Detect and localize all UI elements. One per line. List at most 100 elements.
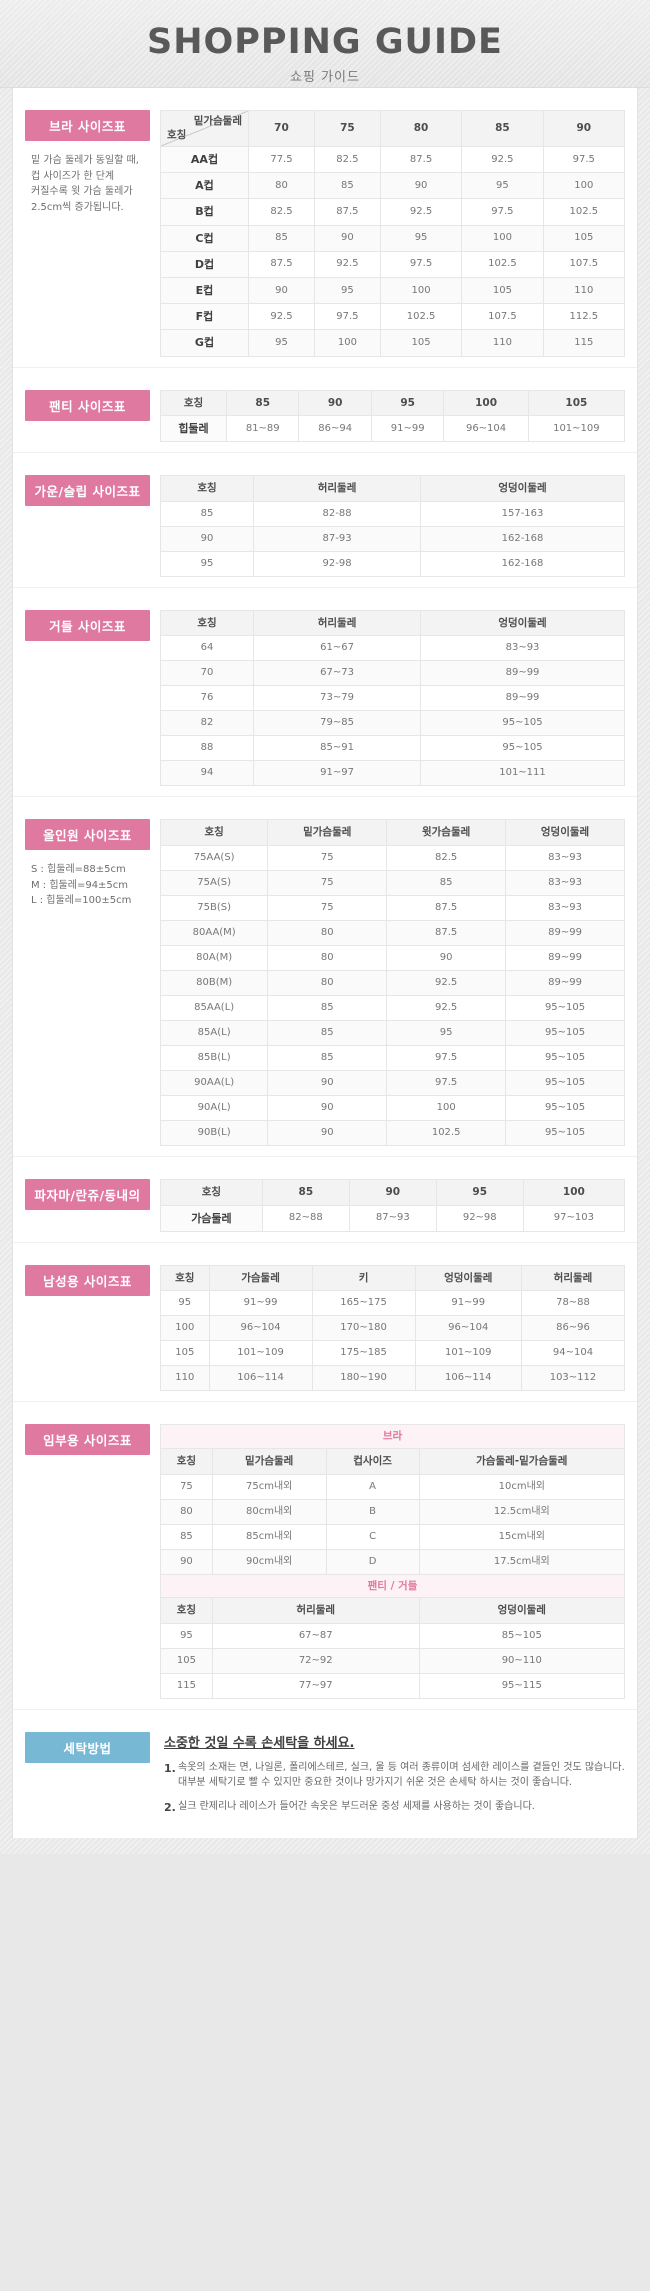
washing-item: 2. 실크 란제리나 레이스가 들어간 속옷은 부드러운 중성 세제를 사용하는…	[164, 1799, 625, 1816]
cell: 101~109	[208, 1340, 313, 1367]
bra-note-line: 2.5cm씩 증가됩니다.	[31, 201, 124, 213]
cell: 95	[160, 1622, 213, 1649]
cell: 97.5	[379, 250, 463, 278]
cell: 92.5	[461, 145, 544, 174]
girdle-table-body: 64 61~67 83~93 70 67~73 89~99 76 73~79	[159, 635, 625, 787]
cell: 88	[159, 735, 255, 762]
column-header: 105	[527, 389, 626, 417]
table-row: 95 67~87 85~105	[160, 1622, 626, 1649]
pajama-table-body: 가슴둘레 82~88 87~93 92~98 97~103	[160, 1204, 626, 1232]
cell: 100	[386, 1095, 507, 1122]
table-header-row: 호칭 밑가슴둘레 윗가슴둘레 엉덩이둘레	[159, 819, 625, 847]
cell: 101~111	[420, 760, 625, 787]
table-row: 110 106~114 180~190 106~114 103~112	[160, 1365, 626, 1392]
cell: B	[325, 1498, 420, 1525]
pajama-size-table: 호칭 85 90 95 100 가슴둘레 82~88 87~93 92~98	[160, 1179, 626, 1232]
cell: 67~87	[211, 1622, 420, 1649]
cell: 95~105	[505, 1070, 625, 1097]
cell: 157-163	[420, 500, 625, 527]
cell: 92.5	[386, 995, 507, 1022]
cell: 77~97	[211, 1672, 420, 1699]
washing-item-text: 속옷의 소재는 면, 나일론, 폴리에스테르, 실크, 울 등 여러 종류이며 …	[178, 1761, 625, 1789]
maternity-table-wrap: 브라 호칭 밑가슴둘레 컵사이즈 가슴둘레-밑가슴둘레 75 75cm내외 A	[160, 1424, 626, 1699]
table-row: 82 79~85 95~105	[159, 710, 625, 737]
bra-note: 밑 가슴 둘레가 동일할 때, 컵 사이즈가 한 단계 커질수록 윗 가슴 둘레…	[25, 153, 150, 215]
table-row: 75AA(S) 75 82.5 83~93	[159, 845, 625, 872]
table-header-row: 밑가슴둘레 호칭 70 75 80 85 90	[160, 110, 626, 147]
cell: 95~105	[420, 735, 625, 762]
gown-size-table: 호칭 허리둘레 엉덩이둘레 85 82-88 157-163 90	[159, 475, 625, 577]
table-row: C컵 85 90 95 100 105	[160, 224, 626, 252]
cell: 91~99	[414, 1290, 522, 1317]
washing-tag: 세탁방법	[25, 1731, 150, 1763]
cell: 105	[160, 1340, 210, 1367]
bra-note-line: 밑 가슴 둘레가 동일할 때,	[31, 155, 139, 166]
column-header: 95	[435, 1179, 524, 1206]
table-row: F컵 92.5 97.5 102.5 107.5 112.5	[160, 303, 626, 331]
cell: 90	[159, 525, 255, 552]
cell: 82.5	[386, 845, 507, 872]
allinone-table-wrap: 호칭 밑가슴둘레 윗가슴둘레 엉덩이둘레 75AA(S) 75 82.5 83~…	[159, 819, 625, 1147]
table-header-row: 호칭 허리둘레 엉덩이둘레	[159, 609, 625, 637]
cell: 95~105	[505, 1095, 625, 1122]
cell: 75	[160, 1473, 213, 1500]
cell: 115	[160, 1672, 213, 1699]
cell: 101~109	[527, 415, 626, 443]
bra-side: 브라 사이즈표 밑 가슴 둘레가 동일할 때, 컵 사이즈가 한 단계 커질수록…	[25, 110, 160, 215]
cell: 85A(L)	[159, 1020, 269, 1047]
column-header: 밑가슴둘레	[211, 1448, 327, 1475]
cell: 105	[379, 329, 463, 357]
cell: 95	[379, 224, 463, 252]
panty-table-body: 힙둘레 81~89 86~94 91~99 96~104 101~109	[159, 415, 626, 443]
gown-tag: 가운/슬립 사이즈표	[25, 475, 150, 507]
cell: 83~93	[505, 845, 625, 872]
table-row: 85B(L) 85 97.5 95~105	[159, 1045, 625, 1072]
column-header: 100	[443, 389, 529, 417]
cell: 110	[160, 1365, 210, 1392]
pajama-side: 파자마/란쥬/동내의	[25, 1179, 160, 1211]
cell: 107.5	[461, 303, 544, 331]
row-label: A컵	[160, 172, 249, 200]
allinone-side: 올인원 사이즈표 S : 힙둘레=88±5cm M : 힙둘레=94±5cm L…	[25, 819, 160, 909]
cell: 85AA(L)	[159, 995, 269, 1022]
row-label: E컵	[160, 276, 249, 305]
column-header: 가슴둘레-밑가슴둘레	[418, 1448, 626, 1475]
cell: 95	[248, 329, 315, 357]
cell: 85	[160, 1523, 213, 1550]
table-row: 80AA(M) 80 87.5 89~99	[159, 920, 625, 947]
girdle-table-wrap: 호칭 허리둘레 엉덩이둘레 64 61~67 83~93 70	[159, 609, 625, 787]
cell: 61~67	[253, 635, 422, 662]
cell: 105	[461, 276, 544, 305]
table-row: E컵 90 95 100 105 110	[160, 276, 626, 305]
washing-body: 소중한 것일 수록 손세탁을 하세요. 1. 속옷의 소재는 면, 나일론, 폴…	[160, 1732, 625, 1824]
cell: 80	[160, 1498, 213, 1525]
cell: 90	[267, 1070, 388, 1097]
column-header: 키	[311, 1264, 416, 1292]
shopping-guide-page: SHOPPING GUIDE 쇼핑 가이드 브라 사이즈표 밑 가슴 둘레가 동…	[0, 0, 650, 1854]
cell: 95~105	[505, 1120, 625, 1147]
column-header: 윗가슴둘레	[386, 819, 507, 847]
row-label: 가슴둘레	[160, 1204, 263, 1232]
cell: 89~99	[420, 660, 625, 687]
pajama-tag: 파자마/란쥬/동내의	[25, 1179, 150, 1211]
table-row: 90A(L) 90 100 95~105	[159, 1095, 625, 1122]
row-label: 힙둘레	[159, 415, 228, 443]
cell: 90	[313, 224, 381, 252]
column-header: 호칭	[160, 1264, 210, 1292]
bra-note-line: 컵 사이즈가 한 단계	[31, 170, 115, 182]
bra-size-table: 밑가슴둘레 호칭 70 75 80 85 90 AA컵	[160, 110, 626, 357]
cell: 85	[159, 500, 255, 527]
cell: 90~110	[418, 1647, 626, 1674]
cell: 85	[386, 870, 507, 897]
allinone-note-line: S : 힙둘레=88±5cm	[31, 864, 126, 876]
column-header: 호칭	[159, 609, 255, 637]
table-row: 95 91~99 165~175 91~99 78~88	[160, 1290, 626, 1317]
cell: 180~190	[311, 1365, 416, 1392]
table-row: 85A(L) 85 95 95~105	[159, 1020, 625, 1047]
maternity-table-body: 브라 호칭 밑가슴둘레 컵사이즈 가슴둘레-밑가슴둘레 75 75cm내외 A	[160, 1424, 626, 1699]
table-header-row: 호칭 가슴둘레 키 엉덩이둘레 허리둘레	[160, 1264, 626, 1292]
cell: 87.5	[313, 198, 381, 226]
cell: 92.5	[248, 303, 315, 331]
cell: 96~104	[443, 415, 529, 443]
cell: 78~88	[520, 1290, 626, 1317]
